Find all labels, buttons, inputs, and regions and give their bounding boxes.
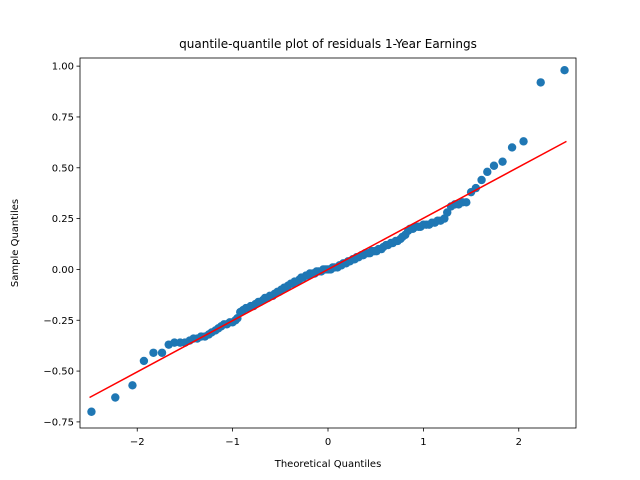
x-tick-label: 1 — [420, 437, 426, 448]
data-point — [443, 208, 452, 217]
y-axis-label: Sample Quantiles — [10, 199, 21, 287]
data-point — [139, 356, 149, 366]
x-tick-label: −1 — [225, 437, 240, 448]
y-tick-label: 0.25 — [52, 214, 74, 225]
data-point — [477, 175, 486, 185]
data-point — [149, 348, 158, 357]
reference-line — [89, 140, 567, 399]
data-point — [483, 167, 492, 177]
x-axis-label: Theoretical Quantiles — [274, 459, 382, 470]
reference-line-layer — [89, 140, 567, 399]
data-point — [498, 157, 507, 166]
x-tick-label: −2 — [130, 437, 145, 448]
y-tick-label: 0.50 — [52, 163, 74, 174]
x-axis-ticks: −2 −1 0 1 2 — [130, 428, 522, 448]
y-tick-label: −0.50 — [43, 367, 74, 378]
data-point — [471, 183, 481, 193]
data-point — [507, 143, 517, 152]
x-tick-label: 2 — [516, 437, 522, 448]
y-tick-label: −0.75 — [43, 417, 74, 428]
data-point — [157, 348, 167, 357]
data-point — [462, 198, 471, 207]
data-point — [519, 137, 528, 146]
x-tick-label: 0 — [325, 437, 331, 448]
data-point — [489, 161, 499, 170]
y-tick-label: 1.00 — [52, 62, 74, 73]
data-point — [560, 66, 569, 75]
data-point — [111, 393, 120, 402]
chart-title: quantile-quantile plot of residuals 1-Ye… — [179, 37, 477, 51]
y-tick-label: −0.25 — [43, 316, 74, 327]
data-point — [128, 381, 137, 390]
y-tick-label: 0.00 — [52, 265, 74, 276]
data-point — [536, 78, 545, 87]
y-tick-label: 0.75 — [52, 112, 74, 123]
data-point — [87, 407, 96, 416]
y-axis-ticks: −0.75 −0.50 −0.25 0.00 0.25 0.50 0.75 1.00 — [43, 62, 80, 428]
